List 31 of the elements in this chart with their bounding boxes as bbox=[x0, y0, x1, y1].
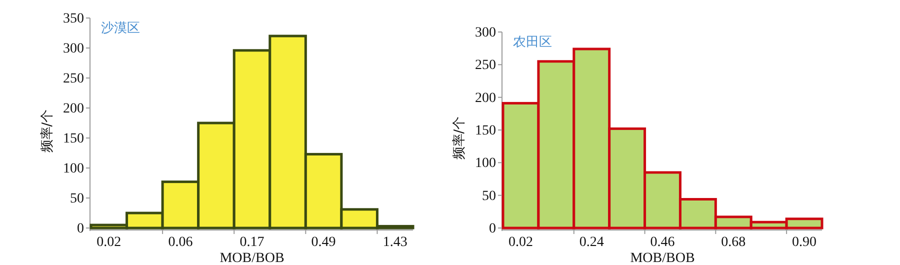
y-tick-label: 50 bbox=[482, 188, 496, 204]
x-tick-label: 0.46 bbox=[650, 235, 675, 250]
y-tick-label: 200 bbox=[475, 90, 496, 106]
y-tick-label: 150 bbox=[63, 132, 84, 146]
y-tick-label: 250 bbox=[475, 58, 496, 74]
x-axis-title: MOB/BOB bbox=[630, 251, 695, 265]
y-tick-label: 300 bbox=[475, 26, 496, 40]
y-tick-label: 250 bbox=[63, 72, 84, 86]
y-tick-label: 100 bbox=[63, 162, 84, 176]
chart-title: 农田区 bbox=[513, 35, 552, 50]
x-tick-label: 0.02 bbox=[508, 235, 533, 250]
x-tick-label: 0.06 bbox=[168, 235, 193, 250]
x-tick-label: 0.02 bbox=[96, 235, 122, 250]
x-tick-label: 0.24 bbox=[579, 235, 604, 250]
y-tick-label: 200 bbox=[63, 102, 84, 116]
y-axis-title: 频率/个 bbox=[451, 116, 467, 160]
x-tick-label: 0.17 bbox=[240, 235, 264, 250]
y-tick-label: 0 bbox=[489, 222, 496, 236]
x-tick-label: 0.68 bbox=[721, 235, 746, 250]
y-tick-label: 100 bbox=[475, 156, 496, 172]
x-tick-label: 0.90 bbox=[792, 235, 817, 250]
x-axis-title: MOB/BOB bbox=[220, 251, 284, 265]
y-axis-title: 频率/个 bbox=[39, 109, 55, 153]
y-tick-label: 0 bbox=[77, 222, 84, 236]
y-tick-label: 50 bbox=[70, 192, 84, 206]
y-tick-label: 300 bbox=[63, 42, 84, 56]
chart-title: 沙漠区 bbox=[101, 21, 140, 36]
y-tick-label: 150 bbox=[475, 124, 496, 138]
y-tick-label: 350 bbox=[63, 12, 84, 26]
x-tick-label: 1.43 bbox=[382, 235, 408, 250]
x-tick-label: 0.49 bbox=[311, 235, 336, 250]
